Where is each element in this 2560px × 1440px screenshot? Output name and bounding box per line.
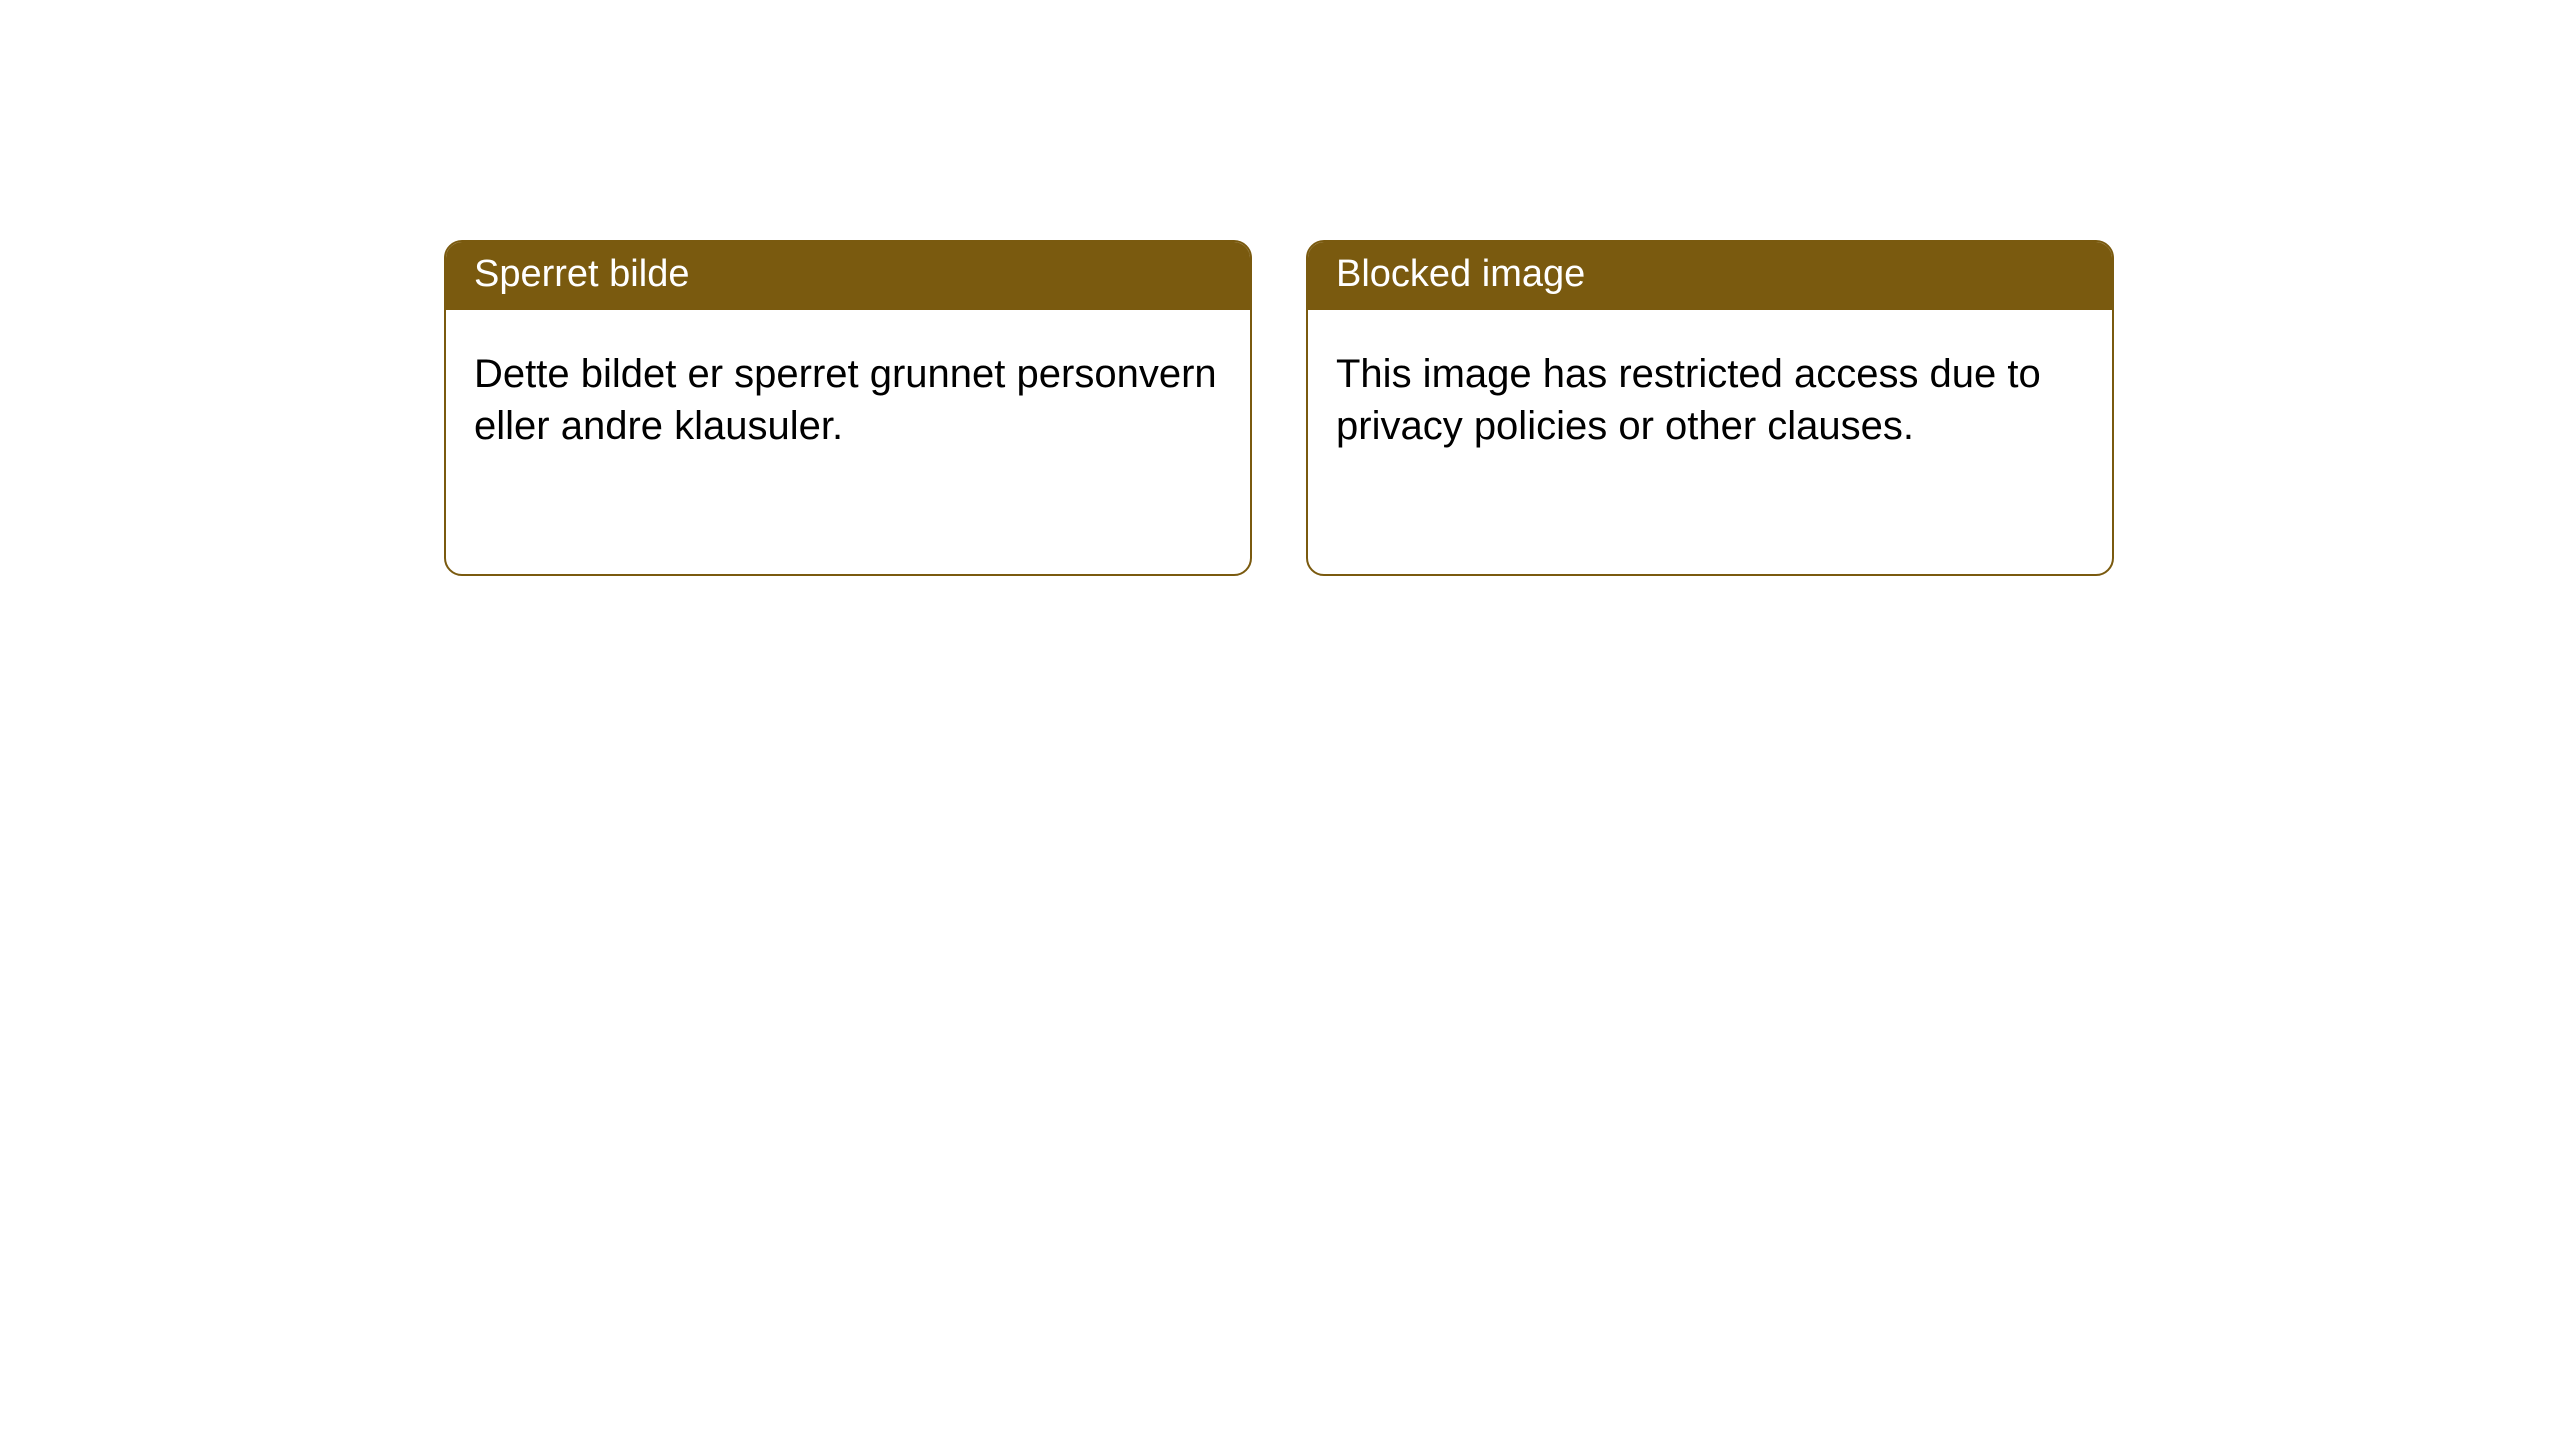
notice-header: Blocked image	[1308, 242, 2112, 310]
notice-body: Dette bildet er sperret grunnet personve…	[446, 310, 1250, 492]
notice-box-norwegian: Sperret bilde Dette bildet er sperret gr…	[444, 240, 1252, 576]
notice-body: This image has restricted access due to …	[1308, 310, 2112, 492]
notice-header: Sperret bilde	[446, 242, 1250, 310]
notice-container: Sperret bilde Dette bildet er sperret gr…	[0, 0, 2560, 576]
notice-box-english: Blocked image This image has restricted …	[1306, 240, 2114, 576]
